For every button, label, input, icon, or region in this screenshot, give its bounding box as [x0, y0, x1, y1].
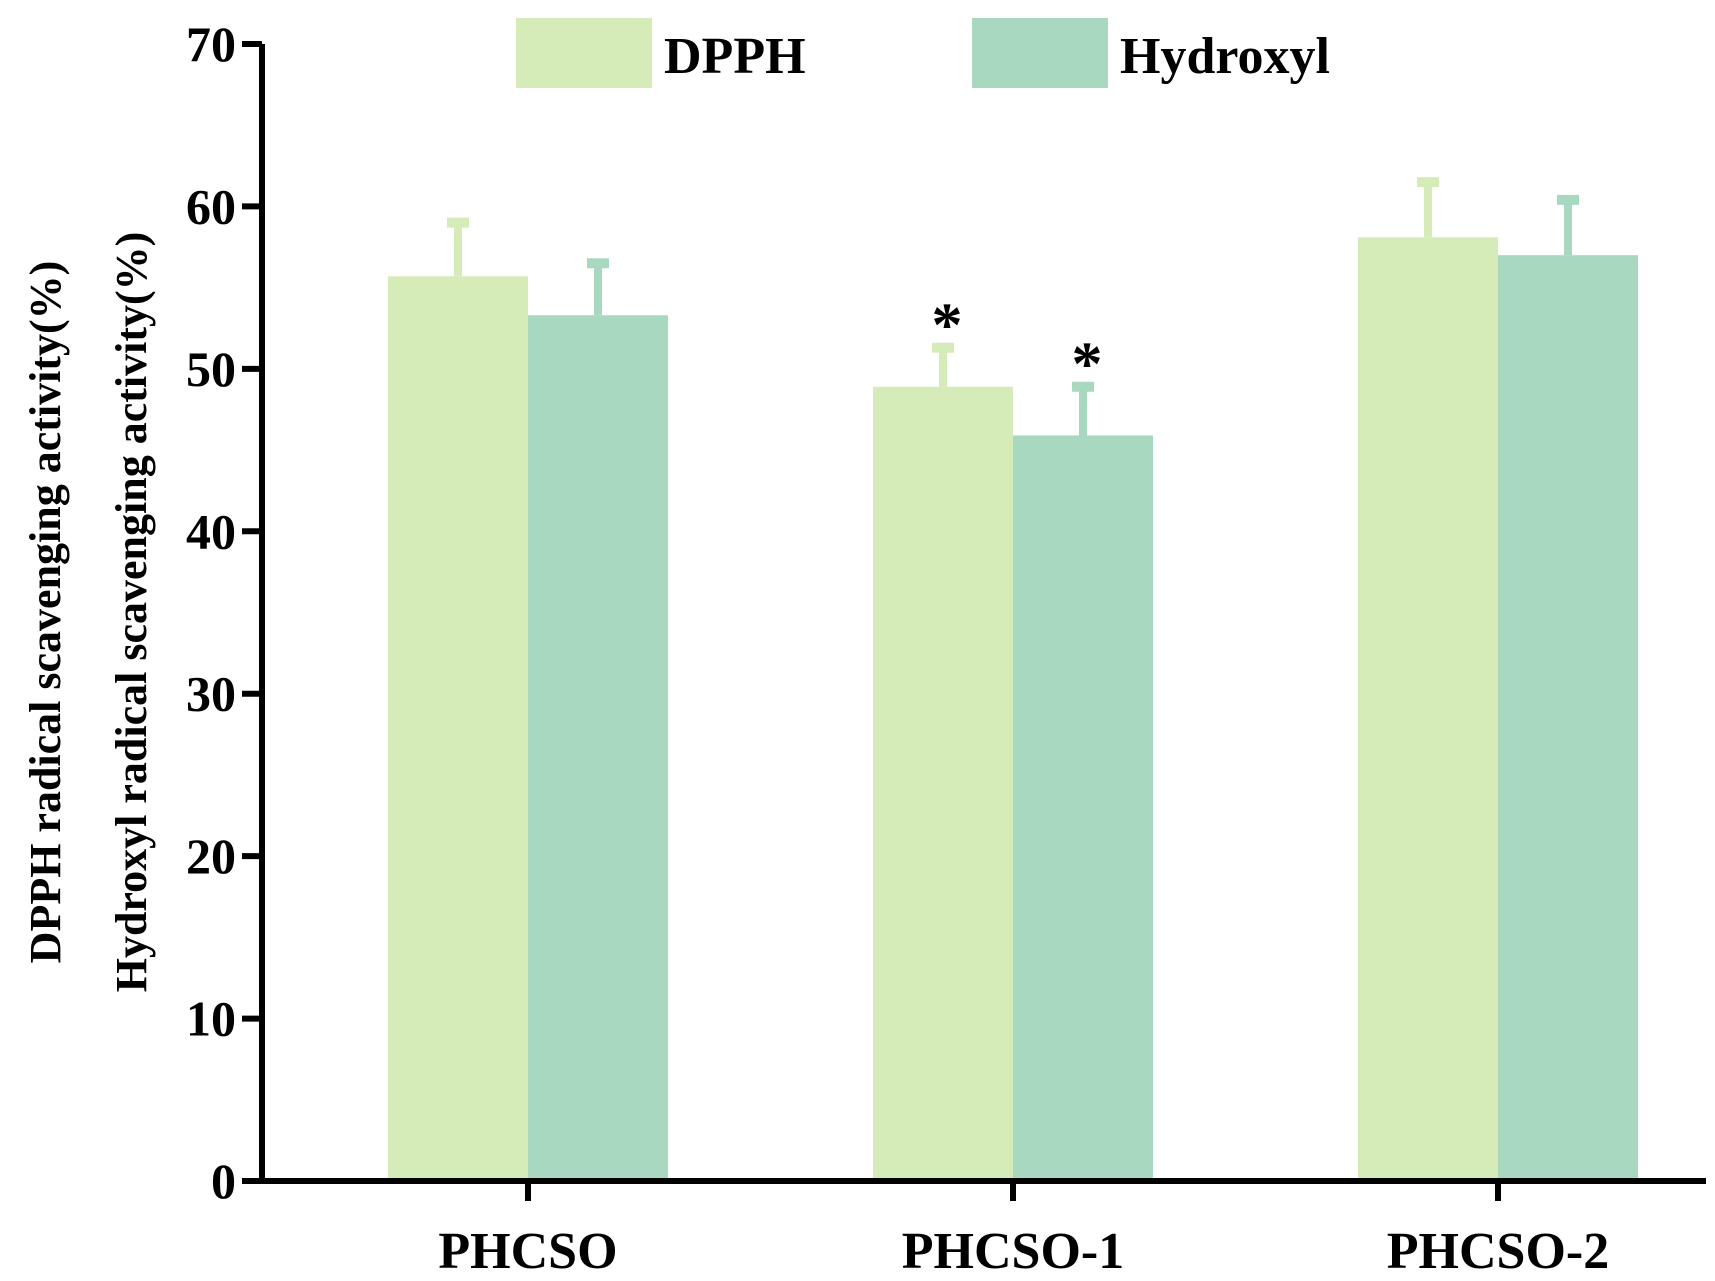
bar-hydroxyl-phcso	[528, 315, 668, 1181]
legend: DPPH Hydroxyl	[516, 18, 1330, 88]
legend-swatch-hydroxyl	[972, 18, 1108, 88]
bar-dpph-phcso	[388, 276, 528, 1182]
significance-star: *	[932, 292, 963, 360]
y-axis-title-line-1: DPPH radical scavenging activity(%)	[21, 261, 70, 964]
y-tick-label: 60	[186, 178, 236, 234]
bar-hydroxyl-phcso-2	[1498, 255, 1638, 1181]
x-category-label: PHCSO	[438, 1223, 617, 1280]
y-tick-label: 40	[186, 503, 236, 559]
legend-label-dpph: DPPH	[664, 28, 806, 85]
y-tick-label: 10	[186, 991, 236, 1047]
y-tick-label: 0	[211, 1153, 236, 1209]
y-tick-label: 70	[186, 16, 236, 72]
bar-hydroxyl-phcso-1	[1013, 435, 1153, 1181]
bar-dpph-phcso-2	[1358, 237, 1498, 1182]
significance-markers: **	[932, 292, 1103, 399]
x-category-label: PHCSO-2	[1387, 1223, 1609, 1280]
error-bars	[447, 177, 1579, 436]
x-category-label: PHCSO-1	[902, 1223, 1124, 1280]
axes: 0 10 20 30 40 50 60 70 PHCSO PHCSO-1 PHCSO-2	[186, 16, 1706, 1280]
y-tick-label: 30	[186, 666, 236, 722]
significance-star: *	[1072, 331, 1103, 399]
y-axis-title-line-2: Hydroxyl radical scavenging activity(%)	[107, 232, 156, 993]
bars	[388, 237, 1638, 1182]
legend-swatch-dpph	[516, 18, 652, 88]
y-axis-titles: DPPH radical scavenging activity(%) Hydro…	[21, 232, 156, 993]
legend-label-hydroxyl: Hydroxyl	[1120, 28, 1330, 85]
y-tick-label: 20	[186, 828, 236, 884]
bar-dpph-phcso-1	[873, 386, 1013, 1182]
y-tick-label: 50	[186, 341, 236, 397]
